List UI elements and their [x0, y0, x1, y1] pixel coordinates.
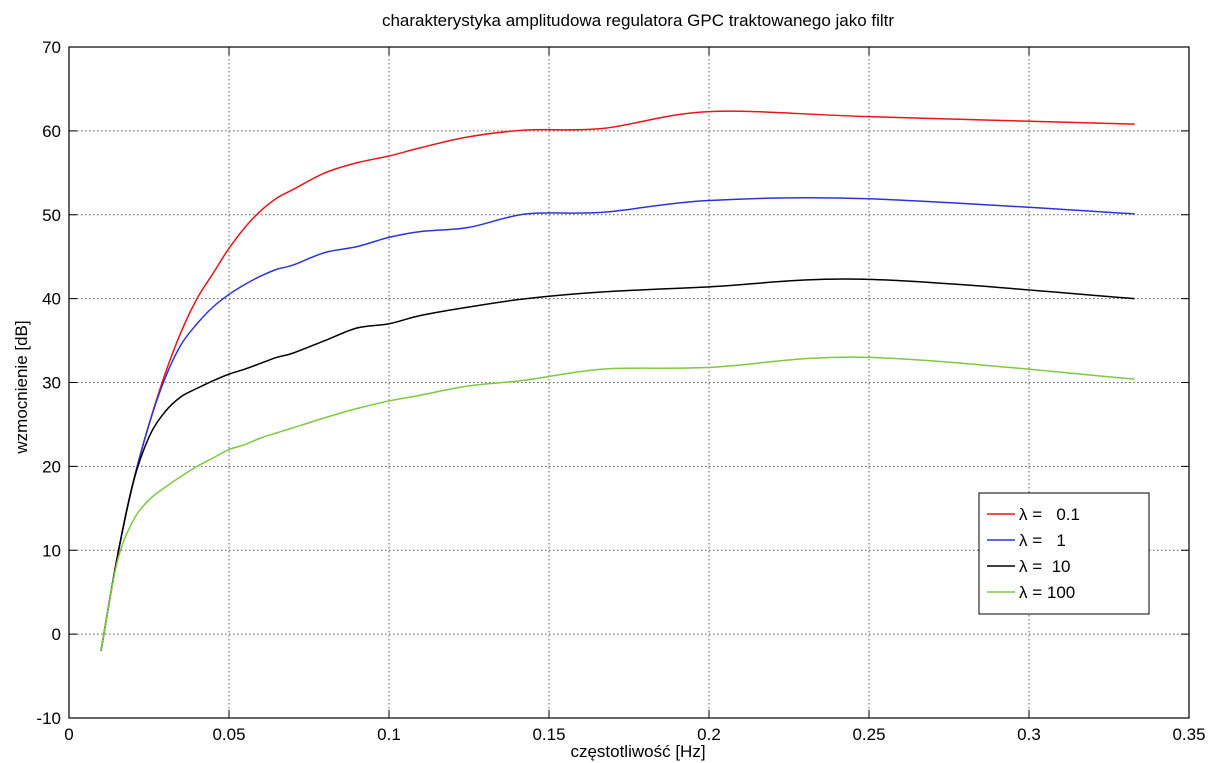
plot-area: 0 0.05 0.1 0.15 0.2 0.25 0.3 0.35-1001020304050… [36, 38, 1205, 744]
y-tick-label: 70 [42, 38, 61, 57]
x-tick-label: 0.25 [852, 725, 885, 744]
x-tick-label: 0.2 [697, 725, 721, 744]
legend-box [978, 492, 1150, 615]
x-axis-label: częstotliwość [Hz] [570, 742, 705, 761]
legend: λ = 0.1 λ = 1 λ = 10 λ = 100 [978, 492, 1150, 615]
legend-entry: λ = 10 [1019, 557, 1071, 576]
y-tick-label: 30 [42, 374, 61, 393]
legend-entry: λ = 1 [1019, 531, 1066, 550]
series-line-1 [100, 110, 1135, 652]
y-tick-label: 40 [42, 290, 61, 309]
legend-entry: λ = 0.1 [1019, 505, 1080, 524]
y-tick-label: 60 [42, 122, 61, 141]
series-line-4 [100, 356, 1135, 652]
x-tick-label: 0.1 [377, 725, 401, 744]
y-axis-label: wzmocnienie [dB] [12, 320, 31, 454]
y-tick-label: 10 [42, 541, 61, 560]
x-tick-label: 0.15 [532, 725, 565, 744]
x-tick-label: 0.35 [1172, 725, 1205, 744]
x-tick-label: 0 [64, 725, 73, 744]
y-tick-label: 50 [42, 206, 61, 225]
series-line-3 [100, 278, 1135, 652]
chart-title: charakterystyka amplitudowa regulatora G… [382, 11, 894, 30]
axes-box [68, 46, 1190, 719]
x-tick-label: 0.05 [212, 725, 245, 744]
y-tick-label: 0 [52, 625, 61, 644]
x-tick-label: 0.3 [1017, 725, 1041, 744]
legend-entry: λ = 100 [1019, 583, 1075, 602]
y-tick-label: 20 [42, 457, 61, 476]
y-tick-label: -10 [36, 709, 61, 728]
series-line-2 [100, 197, 1135, 652]
